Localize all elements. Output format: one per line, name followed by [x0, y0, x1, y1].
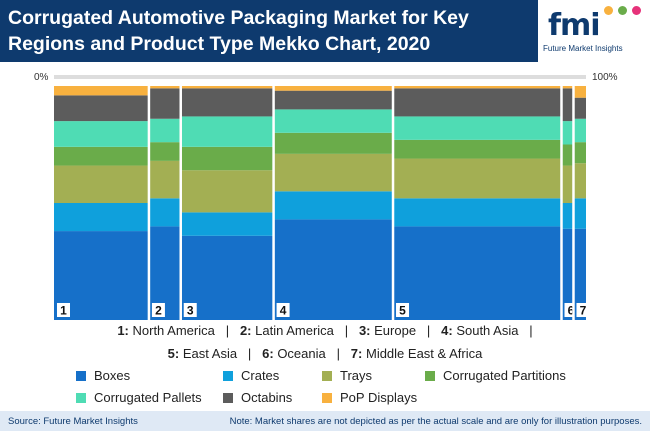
region-legend-line-2: 5: East Asia | 6: Oceania | 7: Middle Ea… — [167, 346, 483, 361]
region-number-badge — [183, 303, 197, 317]
chart-title: Corrugated Automotive Packaging Market f… — [8, 7, 469, 55]
footer-note: Note: Market shares are not depicted as … — [229, 416, 642, 427]
region-number-badge — [576, 303, 590, 317]
mekko-segment-corrugated-pallets — [273, 109, 394, 133]
mekko-segment-corrugated-partitions — [148, 142, 181, 161]
mekko-segment-octabins — [393, 88, 562, 117]
region-legend-item: 4: South Asia — [441, 323, 519, 338]
footer: Source: Future Market Insights Note: Mar… — [0, 411, 650, 431]
axis-left-label: 0% — [34, 72, 49, 83]
mekko-segment-corrugated-pallets — [148, 118, 181, 143]
legend-item-pop-displays: PoP Displays — [322, 390, 417, 405]
mekko-segment-octabins — [273, 90, 394, 110]
mekko-segment-crates — [148, 198, 181, 227]
region-legend-line-1: 1: North America | 2: Latin America | 3:… — [117, 323, 533, 338]
mekko-segment-crates — [573, 198, 586, 229]
mekko-segment-corrugated-pallets — [393, 116, 562, 140]
mekko-segment-corrugated-partitions — [561, 144, 574, 166]
mekko-segment-corrugated-pallets — [180, 116, 274, 147]
region-number-badge — [151, 303, 165, 317]
legend-swatch — [223, 371, 233, 381]
region-number-label: 4 — [280, 304, 287, 318]
region-number-badge — [57, 303, 70, 317]
mekko-segment-boxes — [561, 228, 574, 320]
mekko-segment-trays — [573, 163, 586, 199]
logo-dot-icon — [618, 6, 627, 15]
mekko-segment-pop-displays — [561, 86, 574, 89]
region-legend-item: 5: East Asia — [167, 346, 238, 361]
region-legend-item: 1: North America — [117, 323, 215, 338]
mekko-segment-crates — [273, 191, 394, 220]
region-number-badge — [276, 303, 290, 317]
mekko-segment-pop-displays — [273, 86, 394, 91]
region-number-label: 3 — [187, 304, 194, 318]
mekko-segment-trays — [148, 160, 181, 199]
region-number-label: 7 — [580, 304, 587, 318]
mekko-segment-corrugated-partitions — [573, 142, 586, 164]
mekko-segment-octabins — [148, 88, 181, 119]
footer-source: Source: Future Market Insights — [8, 416, 138, 427]
mekko-segment-corrugated-partitions — [393, 139, 562, 159]
legend-swatch — [322, 393, 332, 403]
legend-item-octabins: Octabins — [223, 390, 292, 405]
region-legend-item: 6: Oceania — [262, 346, 326, 361]
mekko-segment-octabins — [561, 88, 574, 122]
mekko-segment-trays — [393, 158, 562, 199]
region-number-label: 1 — [60, 304, 67, 318]
mekko-segment-corrugated-pallets — [54, 121, 149, 147]
legend-item-corrugated-partitions: Corrugated Partitions — [425, 368, 566, 383]
mekko-segment-crates — [180, 212, 274, 236]
logo-text: fmi — [548, 8, 601, 43]
region-number-label: 6 — [568, 304, 575, 318]
header-banner: Corrugated Automotive Packaging Market f… — [0, 0, 650, 62]
mekko-segment-corrugated-partitions — [54, 146, 149, 166]
logo: fmi Future Market Insights — [538, 0, 650, 62]
mekko-segment-octabins — [54, 95, 149, 122]
legend-item-crates: Crates — [223, 368, 279, 383]
legend-item-trays: Trays — [322, 368, 372, 383]
logo-subtitle: Future Market Insights — [543, 44, 623, 53]
mekko-segment-octabins — [180, 88, 274, 117]
region-legend-item: 7: Middle East & Africa — [350, 346, 483, 361]
mekko-segment-pop-displays — [393, 86, 562, 89]
mekko-segment-crates — [561, 203, 574, 229]
legend-item-boxes: Boxes — [76, 368, 130, 383]
mekko-segment-pop-displays — [573, 86, 586, 98]
region-number-label: 5 — [399, 304, 406, 318]
axis-right-label: 100% — [592, 72, 618, 83]
legend-swatch — [76, 371, 86, 381]
mekko-segment-pop-displays — [54, 86, 149, 96]
region-legend-item: 2: Latin America — [239, 323, 334, 338]
mekko-segment-corrugated-pallets — [573, 118, 586, 143]
legend-swatch — [76, 393, 86, 403]
region-legend-item: 3: Europe — [358, 323, 417, 338]
mekko-segment-trays — [180, 170, 274, 213]
region-number-badge — [396, 303, 410, 317]
mekko-segment-crates — [393, 198, 562, 227]
logo-dot-icon — [604, 6, 613, 15]
mekko-segment-trays — [54, 165, 149, 203]
mekko-segment-corrugated-partitions — [273, 132, 394, 154]
mekko-segment-corrugated-partitions — [180, 146, 274, 171]
legend-swatch — [425, 371, 435, 381]
mekko-segment-corrugated-pallets — [561, 121, 574, 145]
mekko-segment-boxes — [273, 219, 394, 320]
mekko-segment-trays — [561, 165, 574, 203]
legend-swatch — [223, 393, 233, 403]
legend-item-corrugated-pallets: Corrugated Pallets — [76, 390, 202, 405]
mekko-segment-pop-displays — [148, 86, 181, 89]
mekko-segment-octabins — [573, 97, 586, 119]
mekko-segment-crates — [54, 203, 149, 232]
mekko-segment-boxes — [573, 228, 586, 320]
legend-swatch — [322, 371, 332, 381]
mekko-segment-trays — [273, 153, 394, 192]
mekko-segment-boxes — [393, 226, 562, 320]
logo-dot-icon — [632, 6, 641, 15]
mekko-segment-pop-displays — [180, 86, 274, 89]
region-number-label: 2 — [155, 304, 162, 318]
